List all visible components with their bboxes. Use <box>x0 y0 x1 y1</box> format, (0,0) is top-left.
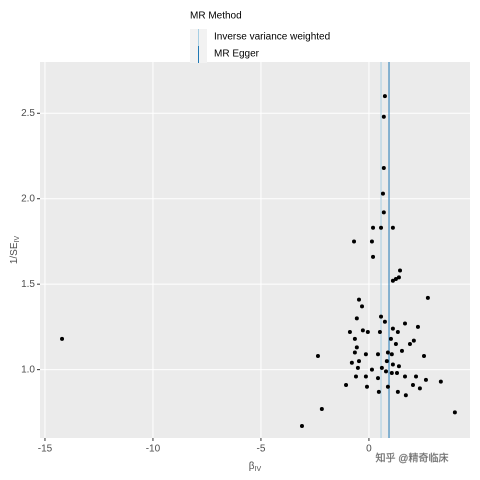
point <box>396 275 401 280</box>
y-tick-label: 1.0 <box>21 364 35 375</box>
point <box>369 367 374 372</box>
point <box>363 352 368 357</box>
point <box>60 336 65 341</box>
x-tick-label: -15 <box>38 444 53 455</box>
point <box>352 239 357 244</box>
x-label-main: β <box>249 461 255 472</box>
point <box>379 225 384 230</box>
x-tick-label: 0 <box>366 444 372 455</box>
point <box>375 376 380 381</box>
x-tick-label: -5 <box>256 444 265 455</box>
plot-background <box>40 62 470 438</box>
point <box>355 365 360 370</box>
legend-title: MR Method <box>190 11 242 22</box>
point <box>402 321 407 326</box>
y-label-main: 1/SE <box>9 242 20 264</box>
point <box>402 374 407 379</box>
point <box>393 277 398 282</box>
point <box>398 268 403 273</box>
point <box>354 316 359 321</box>
point <box>383 369 388 374</box>
y-axis-label: 1/SEIV <box>9 236 21 265</box>
point <box>360 328 365 333</box>
point <box>356 297 361 302</box>
point <box>369 239 374 244</box>
point <box>380 191 385 196</box>
point <box>354 345 359 350</box>
x-axis-label: βIV <box>249 461 262 473</box>
point <box>421 353 426 358</box>
y-label-sub: IV <box>14 236 21 243</box>
point <box>365 330 370 335</box>
point <box>384 359 389 364</box>
point <box>377 330 382 335</box>
point <box>390 362 395 367</box>
point <box>415 324 420 329</box>
point <box>352 350 357 355</box>
point <box>396 364 401 369</box>
point <box>403 393 408 398</box>
legend-label: Inverse variance weighted <box>214 32 330 43</box>
point <box>381 210 386 215</box>
point <box>399 348 404 353</box>
point <box>395 330 400 335</box>
point <box>382 319 387 324</box>
point <box>347 330 352 335</box>
point <box>423 377 428 382</box>
point <box>299 424 304 429</box>
point <box>315 353 320 358</box>
point <box>371 225 376 230</box>
x-tick-label: -10 <box>146 444 161 455</box>
point <box>360 304 365 309</box>
point <box>389 352 394 357</box>
point <box>390 278 395 283</box>
point <box>388 336 393 341</box>
y-tick-label: 1.5 <box>21 279 35 290</box>
point <box>356 359 361 364</box>
point <box>319 406 324 411</box>
point <box>381 165 386 170</box>
point <box>379 365 384 370</box>
point <box>344 383 349 388</box>
point <box>375 352 380 357</box>
point <box>389 371 394 376</box>
point <box>379 314 384 319</box>
y-tick-label: 2.5 <box>21 108 35 119</box>
point <box>395 389 400 394</box>
point <box>414 374 419 379</box>
point <box>390 225 395 230</box>
point <box>425 295 430 300</box>
point <box>452 410 457 415</box>
point <box>363 374 368 379</box>
point <box>349 360 354 365</box>
legend-label: MR Egger <box>214 49 260 60</box>
point <box>410 383 415 388</box>
point <box>438 379 443 384</box>
point <box>376 389 381 394</box>
point <box>381 114 386 119</box>
point <box>352 336 357 341</box>
point <box>364 384 369 389</box>
y-tick-label: 2.0 <box>21 193 35 204</box>
watermark: 知乎 @精奇临床 <box>376 452 449 465</box>
point <box>393 342 398 346</box>
point <box>407 342 412 346</box>
point <box>390 326 395 331</box>
point <box>395 371 400 376</box>
point <box>417 386 422 391</box>
point <box>382 94 387 99</box>
point <box>353 374 358 379</box>
point <box>411 338 416 343</box>
point <box>385 350 390 355</box>
point <box>371 254 376 259</box>
point <box>385 384 390 389</box>
x-label-sub: IV <box>255 466 262 473</box>
